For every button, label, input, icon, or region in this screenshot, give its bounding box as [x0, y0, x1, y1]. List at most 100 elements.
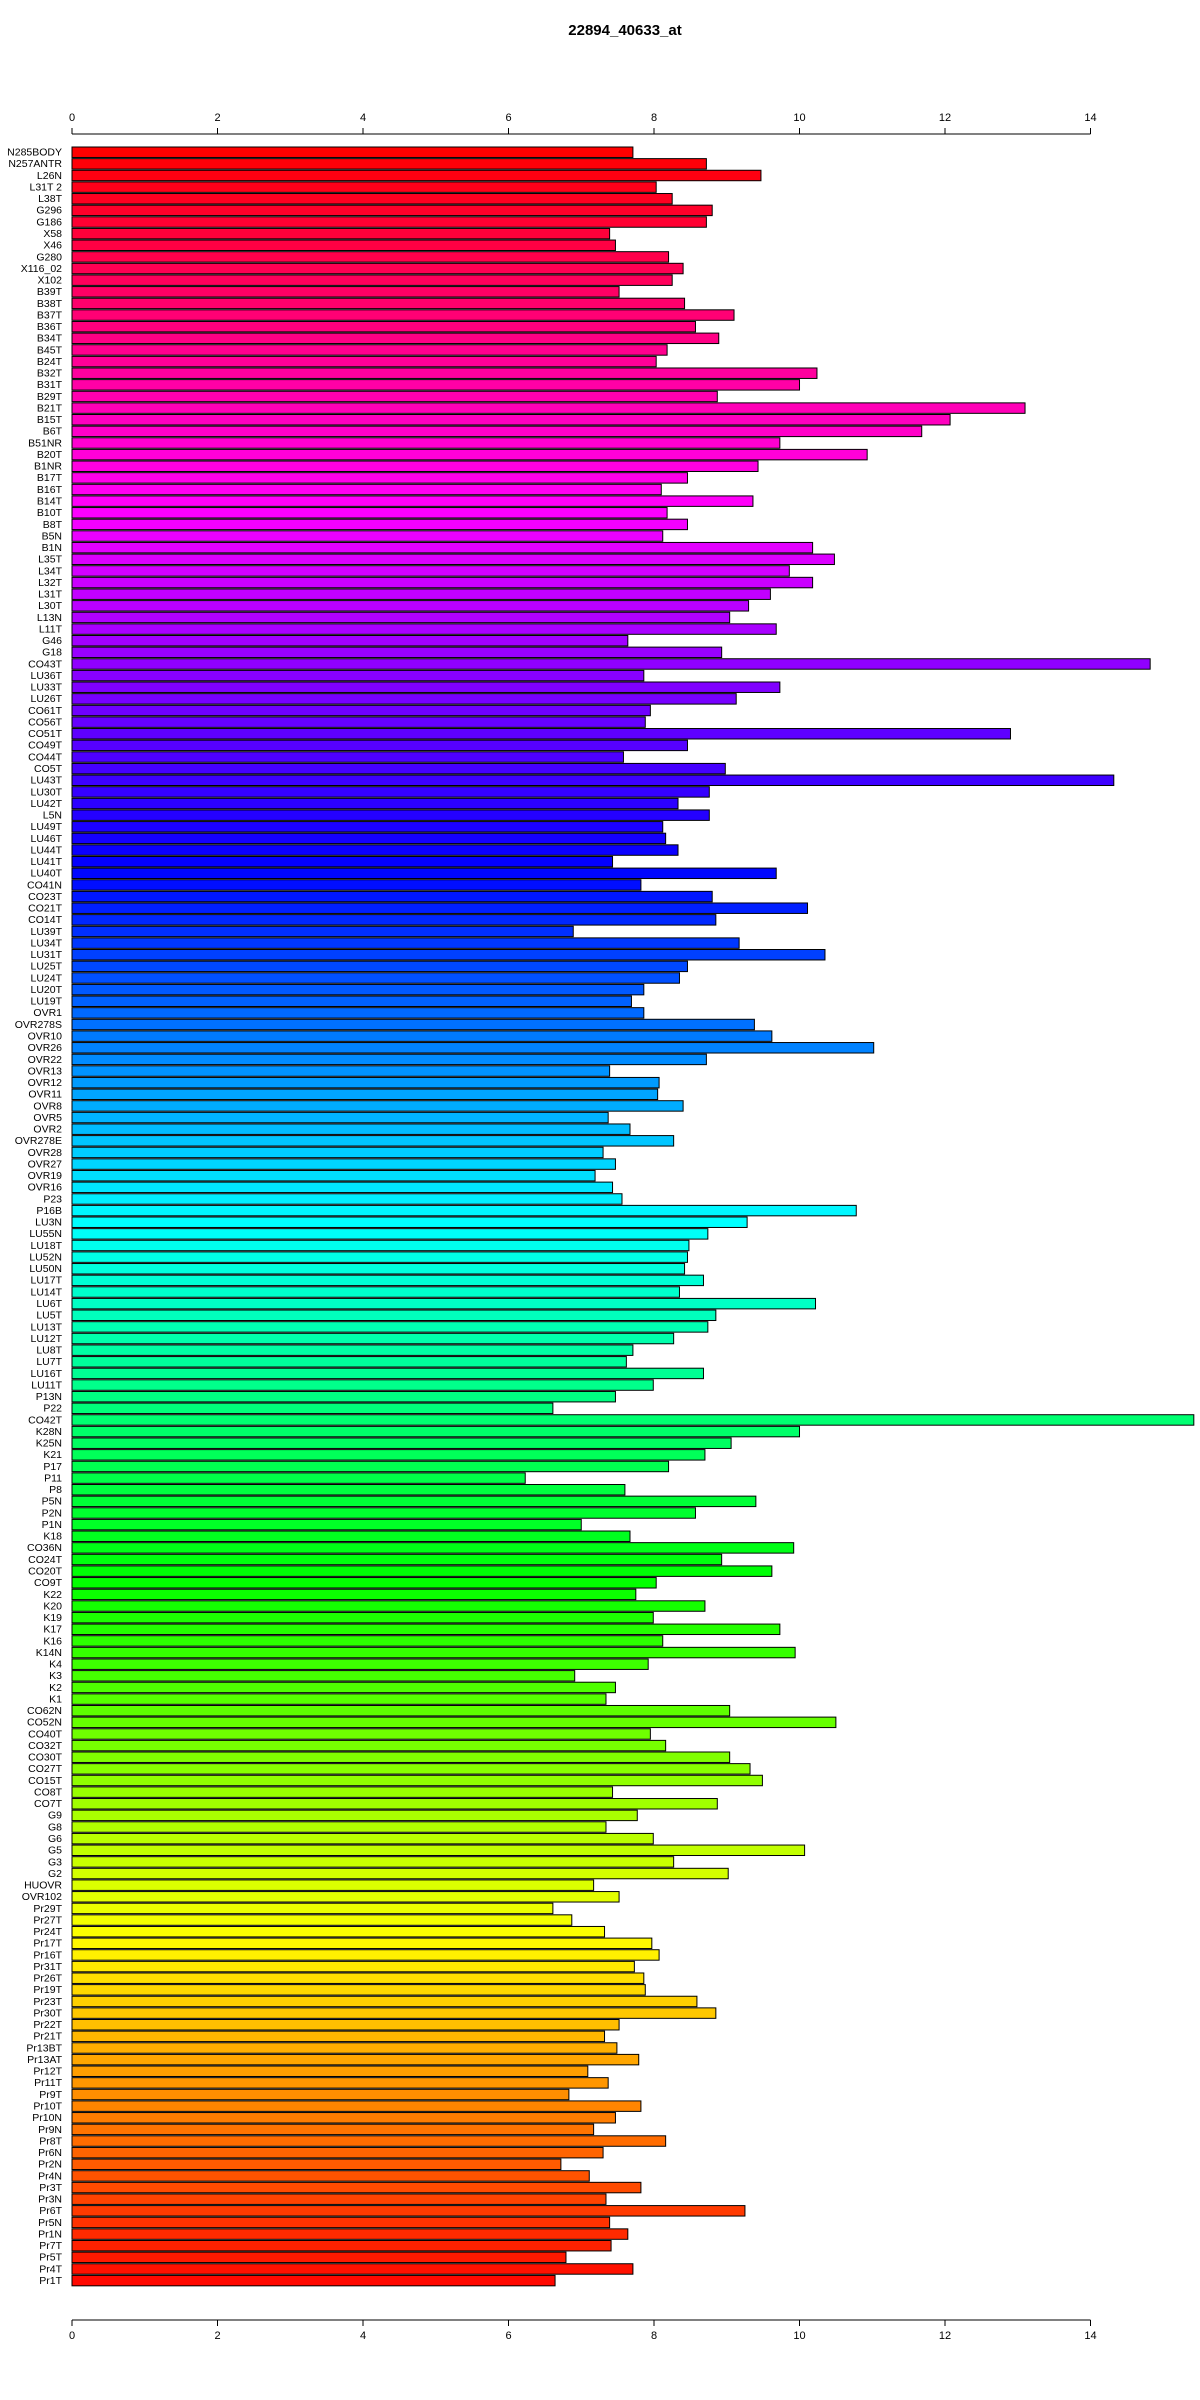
bar — [71, 1635, 664, 1647]
bar — [71, 1774, 763, 1787]
bar — [71, 821, 664, 833]
y-tick-label: LU7T — [36, 1356, 62, 1368]
bar — [71, 1053, 707, 1066]
bar — [71, 483, 662, 496]
bar — [71, 716, 646, 728]
bar — [71, 2112, 616, 2124]
y-tick-label: CO24T — [28, 1554, 62, 1566]
y-tick-label: Pr4N — [38, 2170, 62, 2182]
bar — [71, 1984, 646, 1996]
bar — [71, 728, 1011, 740]
y-tick-label: LU39T — [30, 926, 62, 938]
y-tick-label: LU40T — [30, 868, 62, 880]
bar — [71, 1751, 731, 1763]
y-tick-label: G6 — [48, 1833, 62, 1845]
y-tick-label: CO43T — [28, 658, 62, 670]
y-tick-label: CO51T — [28, 728, 62, 740]
bar — [71, 1623, 781, 1636]
y-tick-label: L32T — [38, 577, 63, 589]
y-tick-label: Pr10N — [32, 2112, 62, 2124]
y-tick-label: LU52N — [29, 1251, 62, 1263]
bar — [71, 1158, 616, 1170]
y-tick-label: P2N — [42, 1507, 62, 1519]
y-tick-label: LU19T — [30, 996, 62, 1008]
y-tick-label: P13N — [36, 1391, 62, 1403]
y-tick-label: Pr17T — [33, 1938, 62, 1950]
bar — [71, 2007, 717, 2019]
y-tick-label: K2 — [49, 1682, 62, 1694]
bar — [71, 1600, 706, 1612]
y-tick-label: Pr5T — [39, 2252, 62, 2264]
y-tick-label: X116_02 — [21, 263, 62, 275]
bar — [71, 553, 835, 566]
bar — [71, 344, 668, 356]
bar — [71, 297, 686, 310]
y-tick-label: X46 — [43, 240, 62, 252]
bar — [71, 1972, 645, 1984]
bar — [71, 1425, 801, 1438]
bar — [71, 1111, 609, 1124]
y-tick-label: LU30T — [30, 786, 62, 798]
y-tick-label: B21T — [37, 402, 63, 414]
bar — [71, 786, 710, 798]
bar — [71, 1891, 620, 1903]
y-tick-label: OVR278E — [15, 1135, 62, 1147]
bar — [71, 960, 688, 973]
bar — [71, 1228, 709, 1240]
bar — [71, 646, 723, 659]
bar — [71, 739, 688, 752]
bar — [71, 1251, 688, 1263]
y-tick-label: K28N — [36, 1426, 62, 1438]
bar — [71, 1123, 631, 1135]
bar — [71, 2274, 556, 2287]
x-tick-label: 6 — [505, 2330, 511, 2342]
bar — [71, 355, 657, 368]
y-tick-label: OVR2 — [33, 1124, 62, 1136]
bar — [71, 472, 688, 484]
y-tick-label: Pr3N — [38, 2194, 62, 2206]
bar — [71, 495, 754, 507]
bar — [71, 1286, 680, 1298]
chart-title: 22894_40633_at — [568, 22, 681, 39]
bar — [71, 1437, 732, 1449]
bar — [71, 797, 679, 810]
y-tick-label: P11 — [44, 1472, 62, 1484]
bar — [71, 879, 642, 891]
bar — [71, 1263, 686, 1275]
y-tick-label: K21 — [43, 1449, 62, 1461]
y-tick-label: Pr19T — [33, 1984, 62, 1996]
x-tick-label: 0 — [69, 112, 75, 124]
y-tick-label: LU5T — [36, 1310, 62, 1322]
bar — [71, 1728, 651, 1740]
y-tick-label: K1 — [49, 1693, 62, 1705]
x-tick-label: 14 — [1084, 112, 1096, 124]
bar — [71, 774, 1115, 787]
y-tick-label: P5N — [42, 1496, 62, 1508]
y-tick-label: L31T 2 — [30, 181, 63, 193]
bar — [71, 1716, 837, 1729]
y-tick-label: LU34T — [30, 937, 62, 949]
y-tick-label: B39T — [37, 286, 63, 298]
bar — [71, 925, 574, 938]
bar — [71, 634, 629, 647]
bar — [71, 1798, 718, 1810]
y-tick-label: CO23T — [28, 891, 62, 903]
y-tick-label: Pr26T — [33, 1973, 62, 1985]
bar — [71, 2263, 634, 2275]
bar — [71, 844, 679, 856]
bar — [71, 1611, 654, 1624]
bar — [71, 518, 688, 531]
bar — [71, 541, 814, 554]
y-tick-label: CO7T — [34, 1798, 63, 1810]
y-tick-label: Pr29T — [33, 1903, 62, 1915]
y-tick-label: LU13T — [30, 1321, 62, 1333]
bar — [71, 1821, 607, 1833]
bar — [71, 1076, 660, 1089]
y-tick-label: OVR10 — [28, 1031, 63, 1043]
y-tick-label: L13N — [37, 612, 62, 624]
y-tick-label: Pr30T — [33, 2007, 62, 2019]
bar — [71, 2181, 642, 2194]
bar — [71, 762, 726, 775]
y-tick-label: Pr9N — [38, 2124, 62, 2136]
y-tick-label: LU25T — [30, 961, 62, 973]
